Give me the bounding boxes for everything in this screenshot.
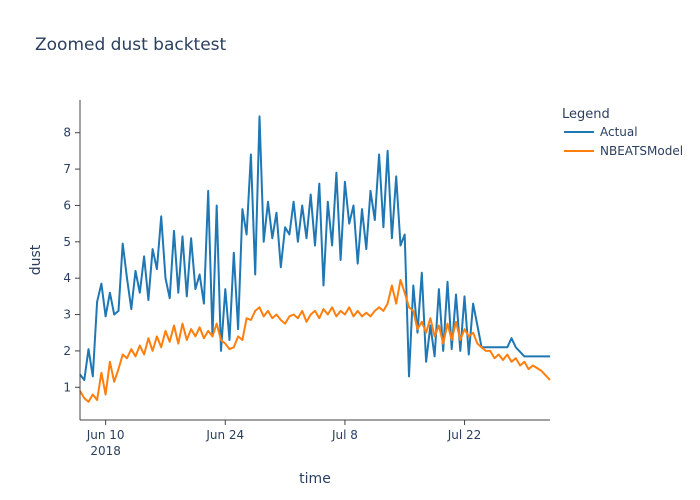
chart-title: Zoomed dust backtest (35, 35, 227, 55)
plot-area: 1 2 3 4 5 6 7 8 Jun 10 2018 Jun 24 Jul 8 Jul 22 (63, 100, 551, 458)
legend-label-actual: Actual (600, 125, 638, 139)
y-tick-label: 6 (63, 198, 71, 212)
series-layer (79, 115, 551, 403)
x-tick-label: Jul 8 (331, 428, 358, 442)
x-ticks: Jun 10 2018 Jun 24 Jul 8 Jul 22 (86, 420, 482, 458)
x-tick-label: Jun 24 (205, 428, 244, 442)
series-line-nbeatsmodel (79, 279, 551, 403)
y-tick-label: 1 (63, 380, 71, 394)
y-tick-label: 2 (63, 344, 71, 358)
legend: Legend Actual NBEATSModel (562, 107, 683, 158)
x-axis-title: time (299, 471, 331, 487)
legend-title: Legend (562, 107, 610, 122)
y-tick-label: 4 (63, 271, 71, 285)
x-tick-label: Jun 10 (86, 428, 125, 442)
y-ticks: 1 2 3 4 5 6 7 8 (63, 126, 80, 394)
y-tick-label: 7 (63, 162, 71, 176)
y-tick-label: 3 (63, 308, 71, 322)
y-axis-title: dust (28, 244, 44, 275)
x-tick-label: Jul 22 (447, 428, 482, 442)
x-tick-sublabel: 2018 (90, 444, 121, 458)
legend-label-nbeatsmodel: NBEATSModel (600, 144, 683, 158)
series-line-actual (79, 115, 550, 381)
y-tick-label: 5 (63, 235, 71, 249)
y-tick-label: 8 (63, 126, 71, 140)
legend-items: Actual NBEATSModel (564, 125, 683, 158)
